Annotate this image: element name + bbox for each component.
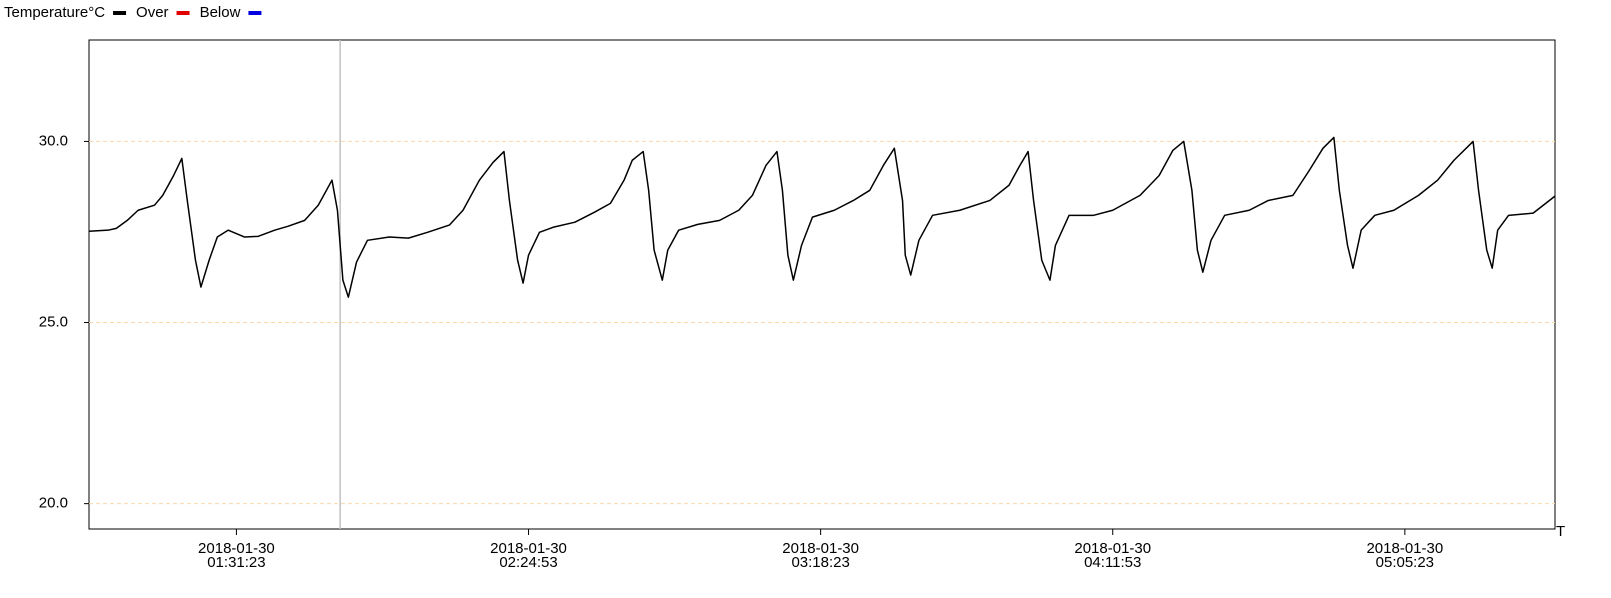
x-tick-label-line: 01:31:23	[207, 554, 265, 571]
legend-label: Temperature°C	[4, 4, 105, 21]
x-tick-label: 2018-01-30 03:18:23	[782, 540, 859, 571]
legend-swatch	[248, 11, 262, 15]
y-tick-label: 25.0	[39, 314, 68, 331]
legend-swatch	[113, 11, 127, 15]
x-tick-label: 2018-01-30 04:11:53	[1074, 540, 1151, 571]
legend-label: Below	[200, 4, 241, 21]
x-tick-label-line: 2018-01-30	[1366, 540, 1443, 557]
x-tick-label: 2018-01-30 05:05:23	[1366, 540, 1443, 571]
x-tick-label-line: 2018-01-30	[782, 540, 859, 557]
x-tick-label-line: 05:05:23	[1376, 554, 1434, 571]
x-tick-label: 2018-01-30 01:31:23	[198, 540, 275, 571]
legend-label: Over	[136, 4, 169, 21]
y-tick-label: 20.0	[39, 495, 68, 512]
x-tick-label-line: 2018-01-30	[1074, 540, 1151, 557]
legend-swatch	[176, 11, 190, 15]
x-tick-label-line: 2018-01-30	[490, 540, 567, 557]
x-tick-label-line: 2018-01-30	[198, 540, 275, 557]
y-tick-label: 30.0	[39, 132, 68, 149]
x-tick-label-line: 03:18:23	[791, 554, 849, 571]
x-tick-label: 2018-01-30 02:24:53	[490, 540, 567, 571]
x-tick-label-line: 02:24:53	[499, 554, 557, 571]
x-tick-label-line: 04:11:53	[1084, 554, 1141, 571]
plot-frame	[88, 39, 1556, 530]
x-axis-label: T	[1556, 523, 1565, 540]
data-line	[88, 136, 1556, 298]
